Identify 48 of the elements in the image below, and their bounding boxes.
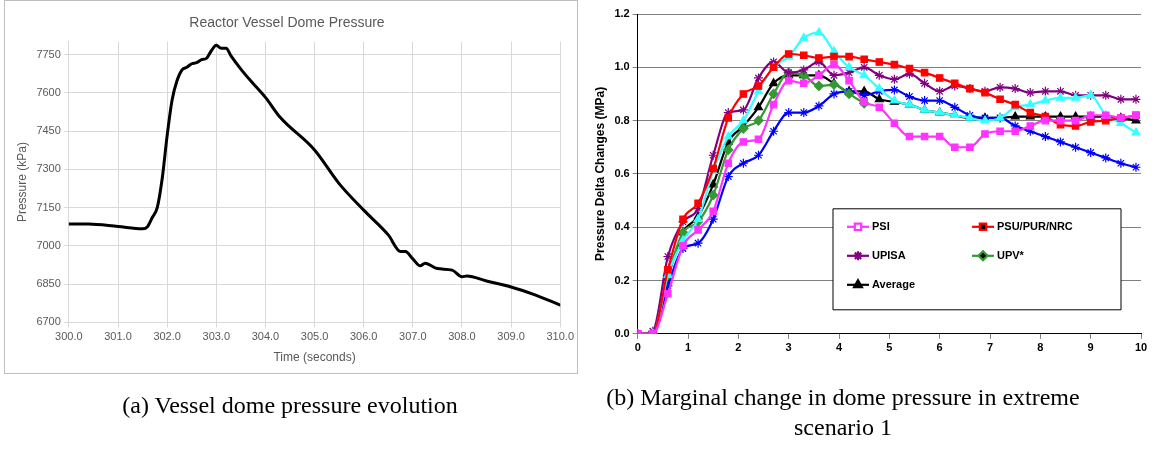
x-tick-label: 304.0 [251,330,280,343]
x-tick-label: 1 [684,341,692,354]
chart-title: Reactor Vessel Dome Pressure [189,14,385,31]
y-tick-label: 0.4 [614,220,631,233]
y-tick-label: 7300 [36,162,61,175]
y-tick-label: 0.8 [614,113,630,126]
x-tick-label: 308.0 [448,330,476,343]
legend-label: UPV* [997,248,1025,261]
text: (a) Vessel dome pressure evolution [121,391,459,420]
y-tick-label: 1.2 [614,7,630,20]
y-tick-label: 6850 [36,277,61,290]
x-tick-label: 306.0 [349,330,378,343]
x-tick-label: 0 [634,341,641,354]
legend-label: PSI [872,219,890,232]
x-tick-label: 300.0 [55,330,83,343]
x-tick-label: 307.0 [399,330,427,343]
x-tick-label: 305.0 [300,330,329,343]
y-tick-label: 6700 [36,315,61,328]
y-tick-label: 0.0 [614,326,630,339]
legend-label: UPISA [872,248,906,261]
y-tick-label: 7450 [36,124,61,137]
y-axis-title: Pressure Delta Changes (MPa) [592,86,607,261]
legend-label: Average [872,277,916,290]
text: (b) Marginal change in dome pressure in extreme scenario 1 [605,383,1081,442]
x-tick-label: 10 [1134,341,1148,354]
y-tick-label: 7150 [36,200,61,213]
x-tick-label: 3 [785,341,792,354]
x-tick-label: 309.0 [497,330,525,343]
x-tick-label: 302.0 [153,330,181,343]
y-tick-label: 7600 [36,85,61,98]
x-tick-label: 8 [1037,341,1044,354]
x-tick-label: 7 [986,341,994,354]
y-axis-title: Pressure (kPa) [14,142,29,223]
y-tick-label: 7750 [36,47,61,60]
y-tick-label: 1.0 [614,60,630,73]
x-axis-title: Time (seconds) [273,350,356,365]
legend-label: PSU/PUR/NRC [997,219,1073,232]
x-tick-label: 301.0 [104,330,132,343]
x-tick-label: 310.0 [546,330,574,343]
x-tick-label: 303.0 [202,330,231,343]
x-tick-label: 9 [1087,341,1094,354]
x-tick-label: 5 [886,341,893,354]
x-tick-label: 6 [936,341,943,354]
y-tick-label: 7000 [36,238,61,251]
x-tick-label: 4 [835,341,843,354]
y-tick-label: 0.2 [614,273,630,286]
y-tick-label: 0.6 [614,166,630,179]
x-tick-label: 2 [735,341,742,354]
